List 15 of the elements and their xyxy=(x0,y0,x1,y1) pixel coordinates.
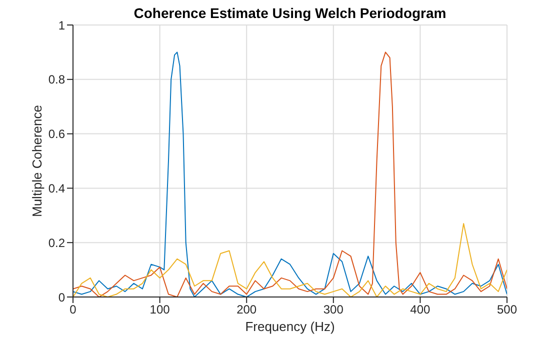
x-tick-label: 500 xyxy=(496,302,518,317)
y-tick-label: 0.8 xyxy=(48,72,66,87)
y-tick-label: 1 xyxy=(58,18,66,32)
x-tick-label: 100 xyxy=(150,302,170,317)
y-tick-label: 0.6 xyxy=(48,127,66,142)
y-axis-title: Multiple Coherence xyxy=(30,104,44,218)
y-tick-label: 0.2 xyxy=(48,236,66,250)
x-tick-label: 400 xyxy=(410,302,431,317)
x-tick-label: 300 xyxy=(323,302,344,317)
x-tick-label: 200 xyxy=(236,302,257,317)
y-tick-label: 0.4 xyxy=(48,181,66,196)
x-axis-title: Frequency (Hz) xyxy=(244,319,336,334)
chart-title: Coherence Estimate Using Welch Periodogram xyxy=(132,5,448,21)
x-tick-label: 0 xyxy=(70,302,77,317)
y-tick-label: 0 xyxy=(58,290,66,304)
